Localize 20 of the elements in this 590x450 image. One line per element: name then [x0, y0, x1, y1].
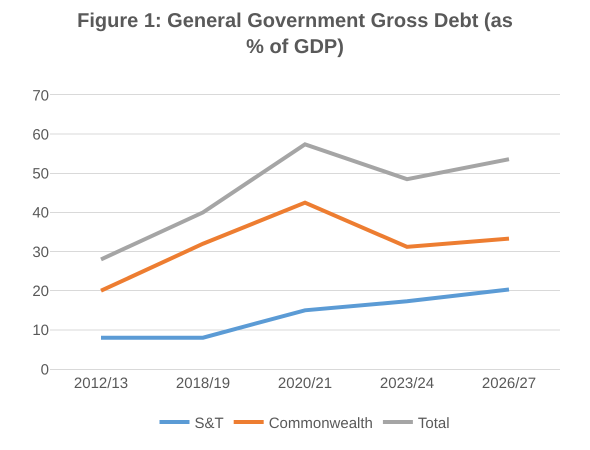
chart-title: Figure 1: General Government Gross Debt (as % of GDP) [77, 10, 513, 58]
x-tick-label: 2018/19 [176, 375, 230, 392]
y-tick-label: 40 [32, 204, 49, 222]
line-series [99, 142, 511, 262]
y-tick-label: 30 [32, 244, 49, 261]
x-tick-label: 2012/13 [74, 375, 128, 392]
x-tick-label: 2020/21 [278, 375, 332, 392]
y-tick-label: 60 [32, 126, 49, 144]
y-tick-label: 20 [32, 282, 49, 300]
line-series [99, 200, 511, 293]
y-tick-label: 10 [32, 322, 49, 340]
legend-label: Commonwealth [268, 414, 373, 432]
y-tick-label: 50 [32, 166, 49, 183]
y-tick-label: 70 [32, 87, 49, 104]
x-tick-label: 2026/27 [482, 375, 536, 392]
legend-label: S&T [194, 414, 224, 432]
legend-label: Total [418, 414, 450, 432]
x-tick-label: 2023/24 [380, 375, 434, 392]
line-series [99, 288, 511, 340]
y-tick-label: 0 [40, 361, 49, 378]
